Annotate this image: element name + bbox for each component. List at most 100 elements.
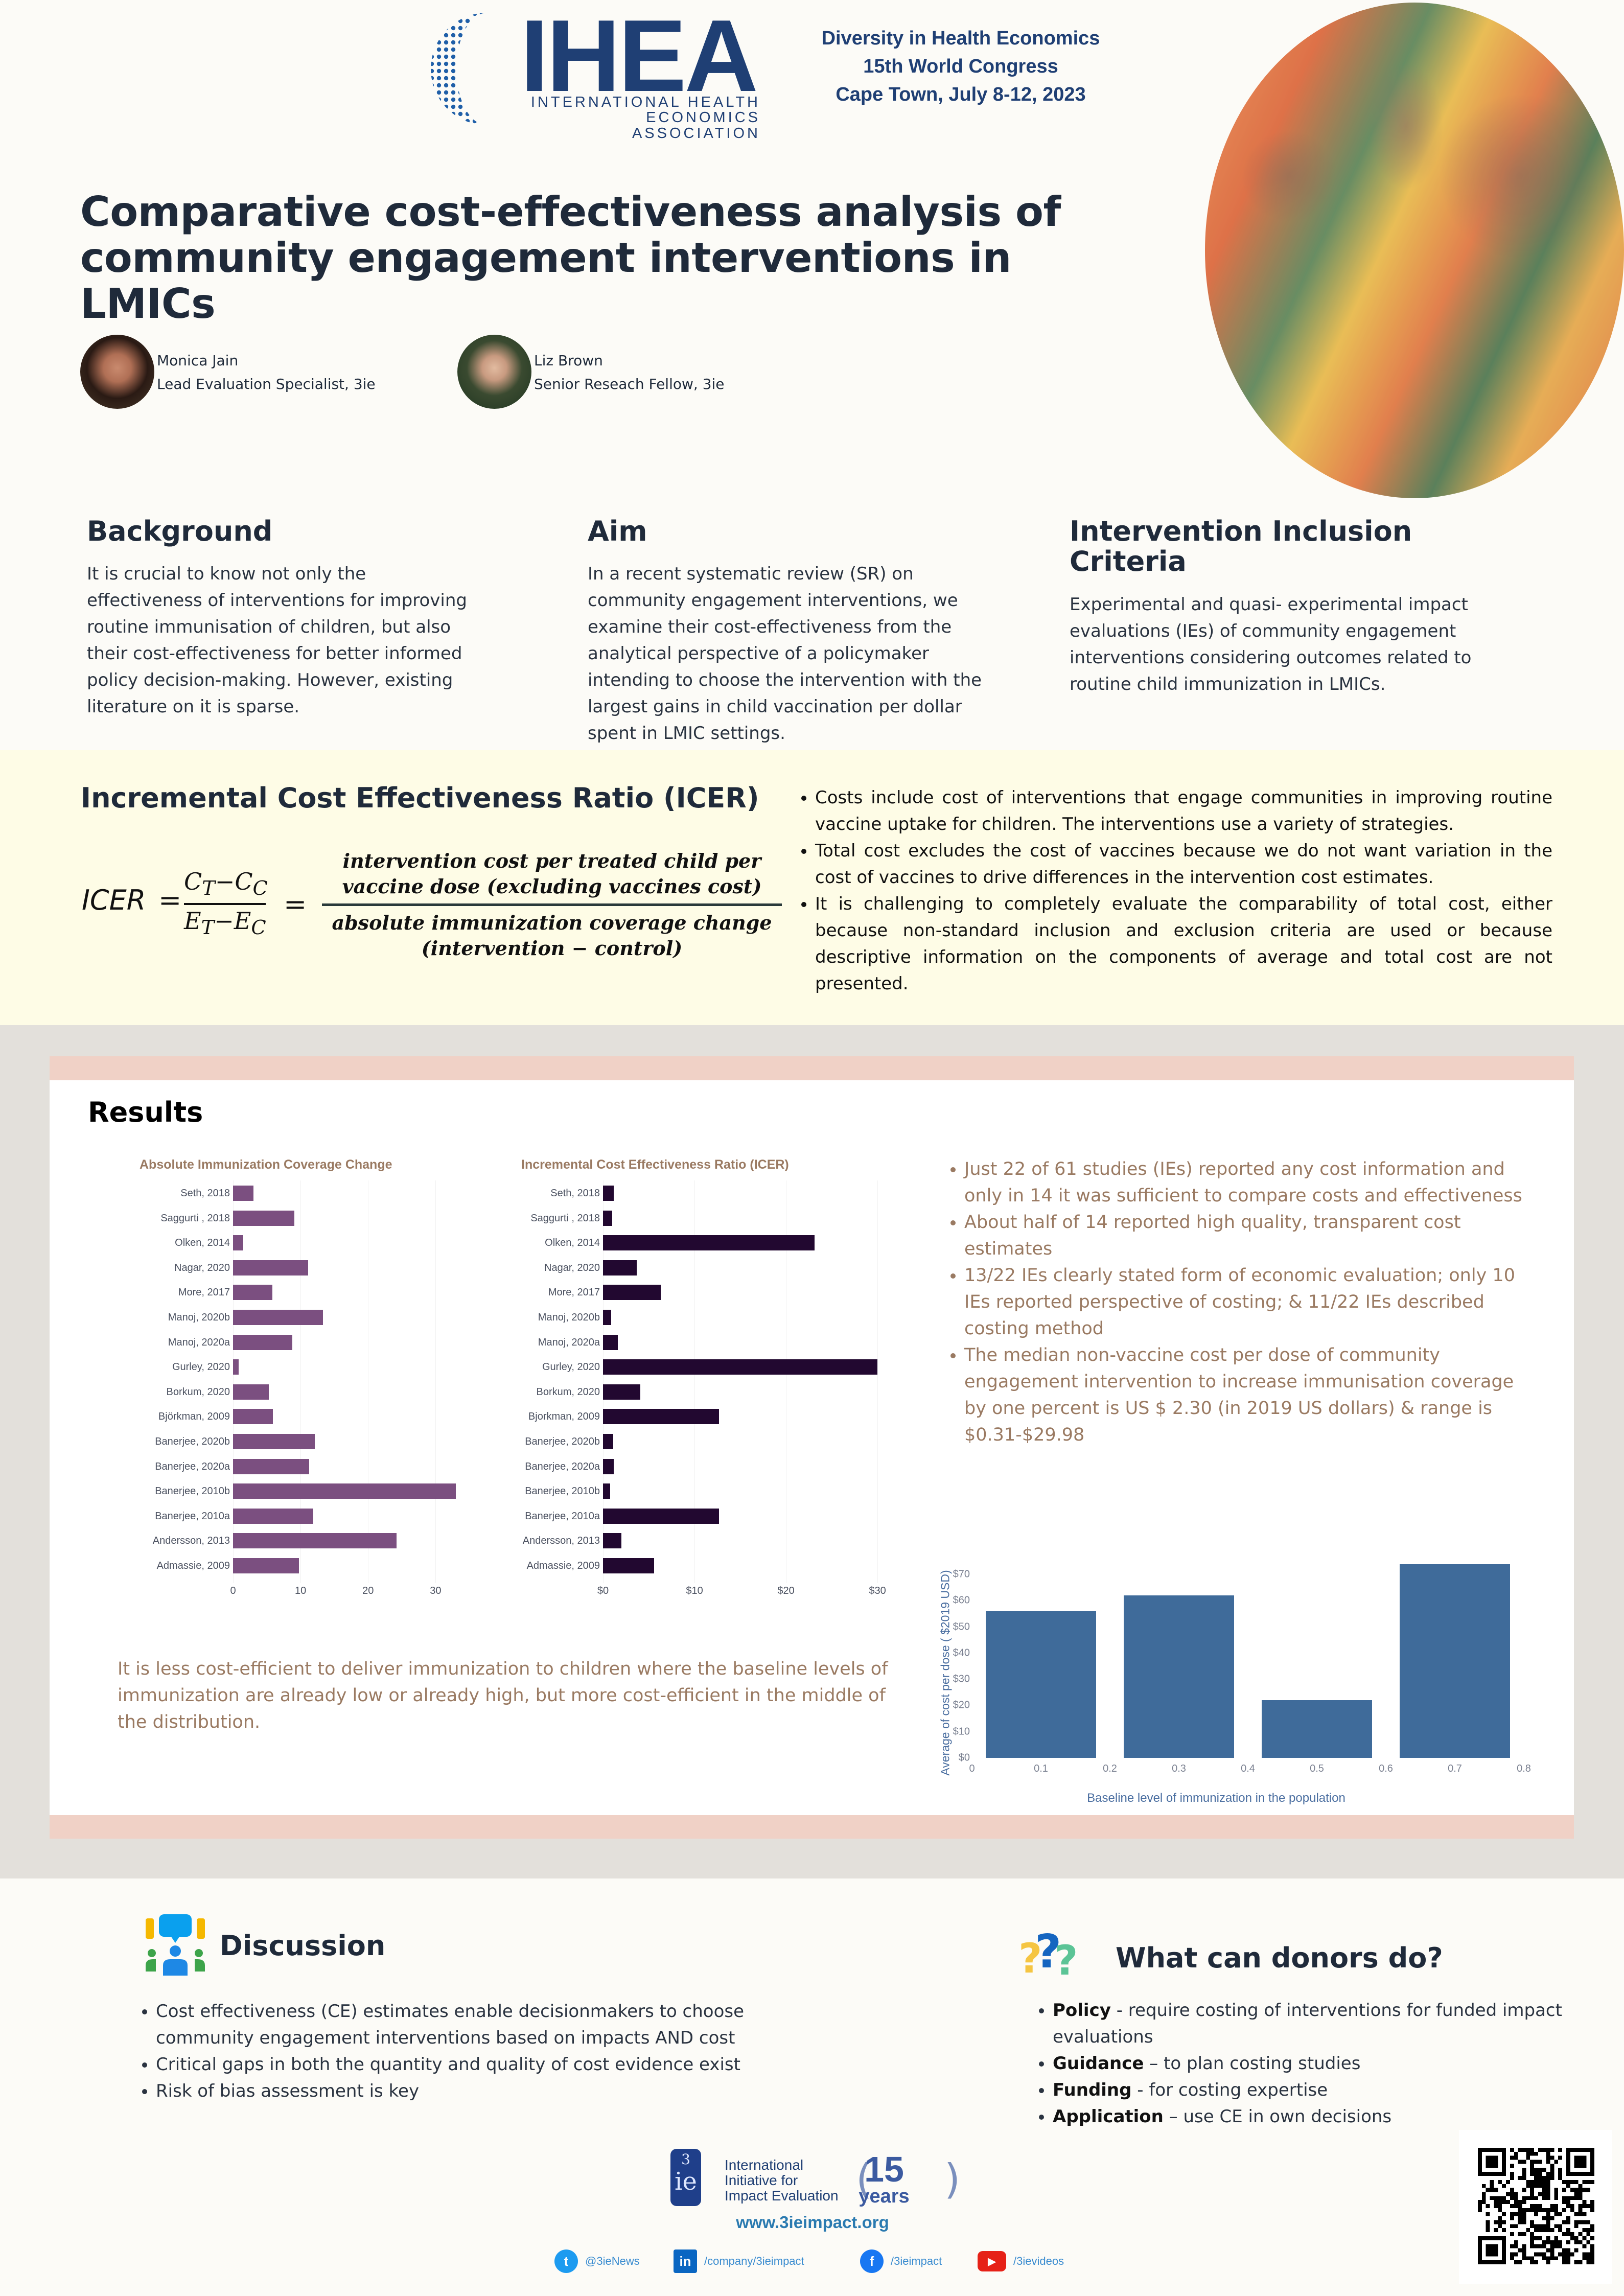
category-label: Björkman, 2009 bbox=[158, 1411, 230, 1423]
category-label: Nagar, 2020 bbox=[544, 1262, 600, 1273]
list-item: It is challenging to completely evaluate… bbox=[815, 891, 1552, 997]
author-role: Senior Reseach Fellow, 3ie bbox=[534, 376, 725, 392]
poster-title: Comparative cost-effectiveness analysis … bbox=[80, 189, 1153, 327]
social-youtube[interactable]: ▶ /3ievideos bbox=[978, 2248, 1064, 2274]
qr-code[interactable] bbox=[1459, 2130, 1612, 2284]
list-item: The median non-vaccine cost per dose of … bbox=[964, 1342, 1530, 1448]
3ie-name: International Initiative for Impact Eval… bbox=[725, 2158, 839, 2204]
bar bbox=[233, 1285, 272, 1301]
social-twitter[interactable]: t @3ieNews bbox=[554, 2248, 640, 2274]
y-tick-label: $0 bbox=[958, 1752, 970, 1764]
results-bullet-list: Just 22 of 61 studies (IEs) reported any… bbox=[948, 1156, 1530, 1448]
x-tick-label: 30 bbox=[430, 1585, 442, 1596]
org-name-line1: International bbox=[725, 2157, 804, 2173]
x-tick-label: $0 bbox=[597, 1585, 609, 1596]
bar bbox=[233, 1533, 397, 1549]
numerator-line2: vaccine dose (excluding vaccines cost) bbox=[342, 875, 762, 898]
bar bbox=[233, 1558, 299, 1573]
category-label: Andersson, 2013 bbox=[522, 1535, 600, 1547]
social-facebook[interactable]: f /3ieimpact bbox=[860, 2248, 942, 2274]
x-tick-label: 0.7 bbox=[1448, 1763, 1462, 1774]
congress-info: Diversity in Health Economics 15th World… bbox=[797, 25, 1124, 109]
y-tick-label: $30 bbox=[953, 1673, 970, 1685]
category-label: Gurley, 2020 bbox=[172, 1361, 230, 1373]
list-item: Risk of bias assessment is key bbox=[156, 2078, 779, 2104]
discussion-heading: Discussion bbox=[220, 1930, 386, 1962]
formula-fraction-verbal: intervention cost per treated child per … bbox=[322, 848, 782, 961]
bar bbox=[233, 1334, 293, 1350]
y-axis-label: Average of cost per dose ( $2019 USD) bbox=[938, 1570, 952, 1776]
gridline bbox=[877, 1180, 878, 1583]
linkedin-icon: in bbox=[674, 2249, 697, 2273]
qr-code-icon bbox=[1478, 2148, 1594, 2264]
coverage-chart-title: Absolute Immunization Coverage Change bbox=[140, 1157, 392, 1172]
effect-control-symbol: E bbox=[234, 907, 251, 935]
bar bbox=[233, 1210, 295, 1226]
y-tick-label: $10 bbox=[953, 1726, 970, 1737]
gridline bbox=[300, 1180, 301, 1583]
bar bbox=[233, 1458, 310, 1474]
bar bbox=[233, 1359, 239, 1375]
bar bbox=[603, 1434, 613, 1449]
title-line2: community engagement interventions in LM… bbox=[80, 234, 1011, 328]
icer-bullet-list: Costs include cost of interventions that… bbox=[795, 784, 1552, 997]
category-label: Olken, 2014 bbox=[175, 1237, 230, 1249]
ihea-subtitle-line2: ECONOMICS ASSOCIATION bbox=[632, 109, 760, 142]
category-label: Banerjee, 2020b bbox=[525, 1436, 600, 1447]
social-handle: /company/3ieimpact bbox=[704, 2255, 804, 2267]
social-linkedin[interactable]: in /company/3ieimpact bbox=[674, 2248, 804, 2274]
category-label: Banerjee, 2010b bbox=[155, 1486, 230, 1497]
section-heading: Background bbox=[87, 515, 273, 547]
social-handle: /3ieimpact bbox=[891, 2255, 942, 2267]
list-item: Guidance – to plan costing studies bbox=[1053, 2050, 1564, 2077]
section-heading: Intervention Inclusion Criteria bbox=[1070, 515, 1412, 578]
item-keyword: Application bbox=[1053, 2106, 1164, 2127]
denominator-line1: absolute immunization coverage change bbox=[332, 911, 772, 934]
anniversary-badge: 15 years bbox=[851, 2151, 917, 2206]
x-tick-label: 0.1 bbox=[1034, 1763, 1048, 1774]
y-tick-label: $20 bbox=[953, 1699, 970, 1711]
results-heading: Results bbox=[88, 1096, 203, 1128]
list-item: Policy - require costing of intervention… bbox=[1053, 1997, 1564, 2050]
section-text: Experimental and quasi- experimental imp… bbox=[1070, 594, 1472, 694]
hero-photo bbox=[1205, 3, 1624, 498]
formula-equals: = bbox=[158, 884, 182, 916]
logo-letters: ie bbox=[675, 2167, 697, 2196]
y-tick-label: $40 bbox=[953, 1647, 970, 1659]
svg-text:?: ? bbox=[1018, 1935, 1042, 1982]
bar bbox=[603, 1310, 612, 1325]
x-tick-label: 0.5 bbox=[1310, 1763, 1324, 1774]
bar bbox=[603, 1558, 655, 1573]
aim-section: Aim In a recent systematic review (SR) o… bbox=[588, 516, 991, 747]
category-label: Banerjee, 2010b bbox=[525, 1486, 600, 1497]
minus-sign: − bbox=[215, 868, 235, 895]
ihea-subtitle: INTERNATIONAL HEALTH ECONOMICS ASSOCIATI… bbox=[520, 95, 760, 142]
congress-edition: 15th World Congress bbox=[863, 56, 1058, 77]
ihea-wordmark: IHEA bbox=[520, 0, 758, 113]
congress-location-date: Cape Town, July 8-12, 2023 bbox=[836, 84, 1086, 105]
avatar bbox=[457, 335, 531, 409]
social-handle: /3ievideos bbox=[1013, 2255, 1064, 2267]
author-name: Monica Jain bbox=[157, 352, 239, 369]
item-text: – to plan costing studies bbox=[1144, 2053, 1361, 2074]
icer-formula: ICER = CT−CC ET−EC = intervention cost p… bbox=[82, 848, 787, 971]
x-axis-label: Baseline level of immunization in the po… bbox=[1087, 1791, 1345, 1805]
bar bbox=[603, 1260, 637, 1275]
bar bbox=[603, 1533, 621, 1549]
plot-area: $0 $10 $20 $30 $40 $50 $60 $70 0 0.1 0.2 0.3 0.4 0.5 0… bbox=[953, 1553, 1544, 1774]
gridline bbox=[435, 1180, 436, 1583]
anniversary-label: years bbox=[859, 2186, 910, 2207]
denominator-line2: (intervention − control) bbox=[421, 937, 683, 960]
section-text: It is crucial to know not only the effec… bbox=[87, 564, 467, 717]
formula-denominator: absolute immunization coverage change (i… bbox=[322, 906, 782, 961]
category-label: Saggurti , 2018 bbox=[160, 1212, 230, 1224]
question-marks-icon: ? ? ? bbox=[1018, 1932, 1078, 1984]
formula-equals: = bbox=[284, 888, 307, 920]
category-label: Manoj, 2020b bbox=[168, 1312, 230, 1323]
logo-numeral: 3 bbox=[681, 2151, 690, 2168]
category-label: Saggurti , 2018 bbox=[530, 1212, 600, 1224]
website-link[interactable]: www.3ieimpact.org bbox=[736, 2213, 889, 2232]
list-item: Total cost excludes the cost of vaccines… bbox=[815, 838, 1552, 891]
social-handle: @3ieNews bbox=[585, 2255, 640, 2267]
bar bbox=[1400, 1564, 1510, 1758]
